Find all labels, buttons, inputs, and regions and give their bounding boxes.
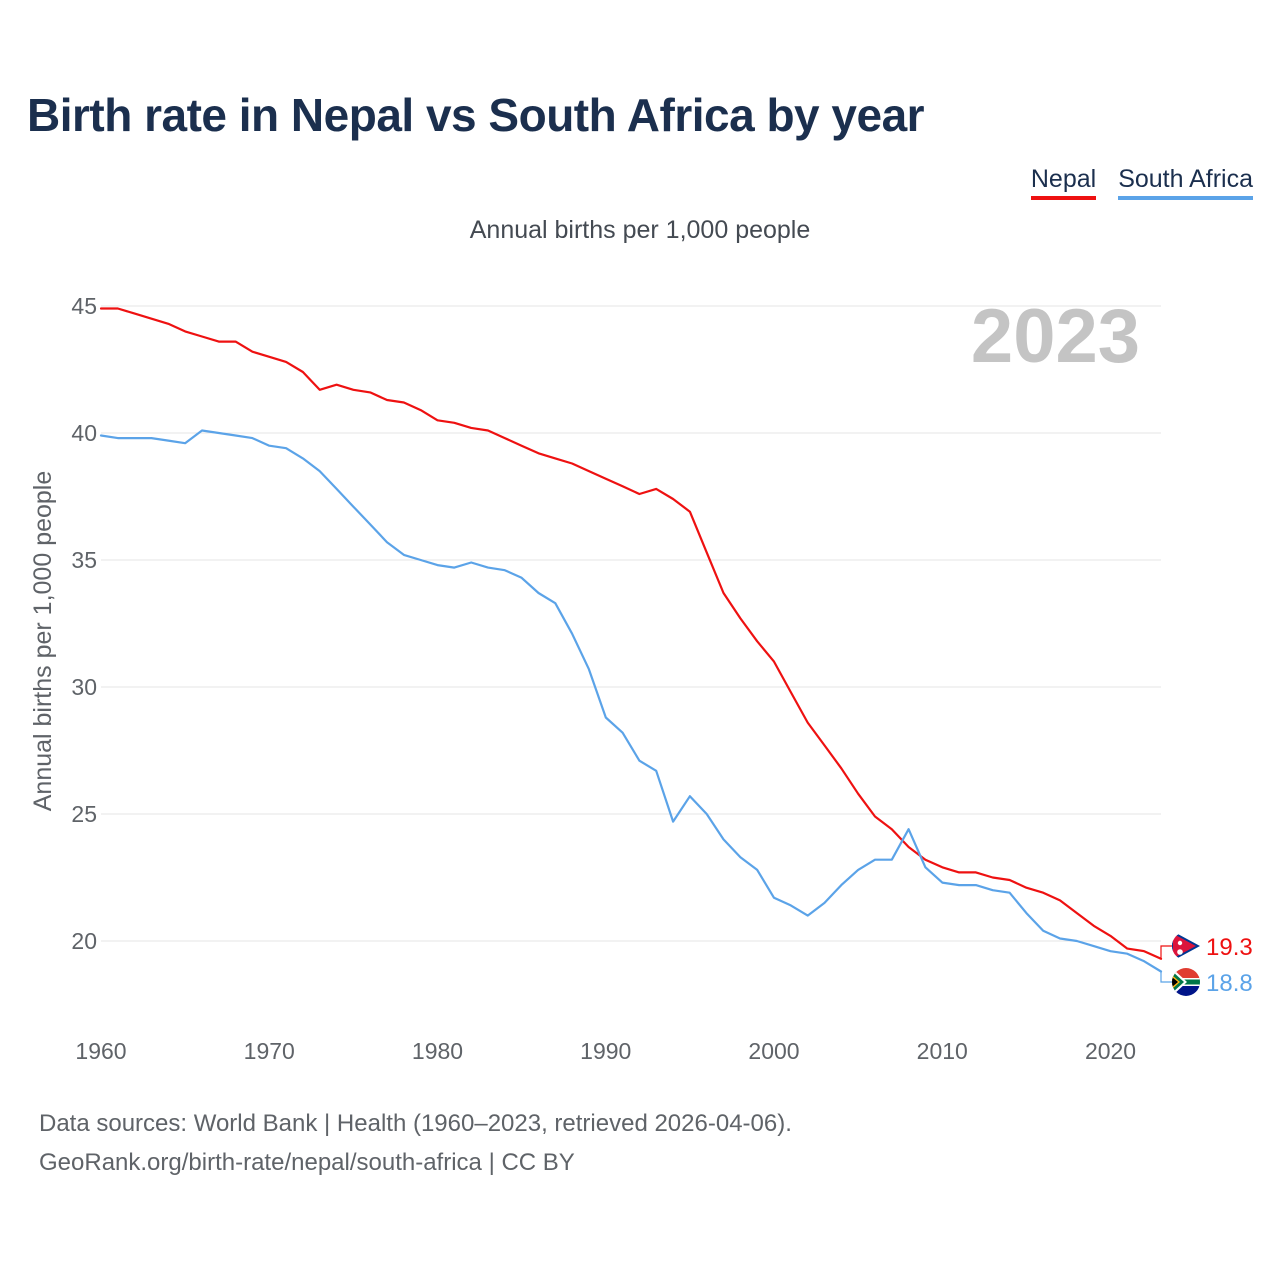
footer-url[interactable]: GeoRank.org/birth-rate/nepal/south-afric… bbox=[39, 1149, 575, 1176]
y-tick-label: 30 bbox=[71, 674, 97, 700]
y-tick-label: 45 bbox=[71, 293, 97, 319]
chart-title: Birth rate in Nepal vs South Africa by y… bbox=[27, 89, 925, 141]
x-tick-label: 1970 bbox=[244, 1038, 295, 1064]
y-tick-label: 25 bbox=[71, 801, 97, 827]
x-tick-label: 2000 bbox=[748, 1038, 799, 1064]
x-tick-label: 1990 bbox=[580, 1038, 631, 1064]
end-connector bbox=[1160, 971, 1172, 983]
y-tick-label: 20 bbox=[71, 928, 97, 954]
current-year-display: 2023 bbox=[971, 294, 1140, 379]
legend-item-nepal[interactable]: Nepal bbox=[1030, 165, 1097, 200]
end-connector bbox=[1160, 945, 1172, 959]
x-tick-label: 2020 bbox=[1085, 1038, 1136, 1064]
footer: Data sources: World Bank | Health (1960–… bbox=[39, 1104, 792, 1182]
end-value-label: 19.3 bbox=[1206, 934, 1253, 961]
footer-sources: Data sources: World Bank | Health (1960–… bbox=[39, 1110, 792, 1137]
y-axis-label: Annual births per 1,000 people bbox=[29, 471, 57, 812]
y-tick-label: 40 bbox=[71, 420, 97, 446]
series-line-nepal bbox=[99, 307, 1163, 960]
end-value-label: 18.8 bbox=[1206, 970, 1253, 997]
chart-subtitle: Annual births per 1,000 people bbox=[469, 216, 811, 244]
legend: Nepal South Africa bbox=[1030, 165, 1253, 200]
x-tick-label: 2010 bbox=[917, 1038, 968, 1064]
x-tick-label: 1960 bbox=[75, 1038, 126, 1064]
x-tick-label: 1980 bbox=[412, 1038, 463, 1064]
y-tick-label: 35 bbox=[71, 547, 97, 573]
legend-item-south-africa[interactable]: South Africa bbox=[1118, 165, 1253, 200]
south-africa-flag-icon bbox=[1172, 968, 1200, 996]
series-line-south-africa bbox=[99, 429, 1163, 973]
nepal-flag-icon bbox=[1172, 932, 1200, 960]
